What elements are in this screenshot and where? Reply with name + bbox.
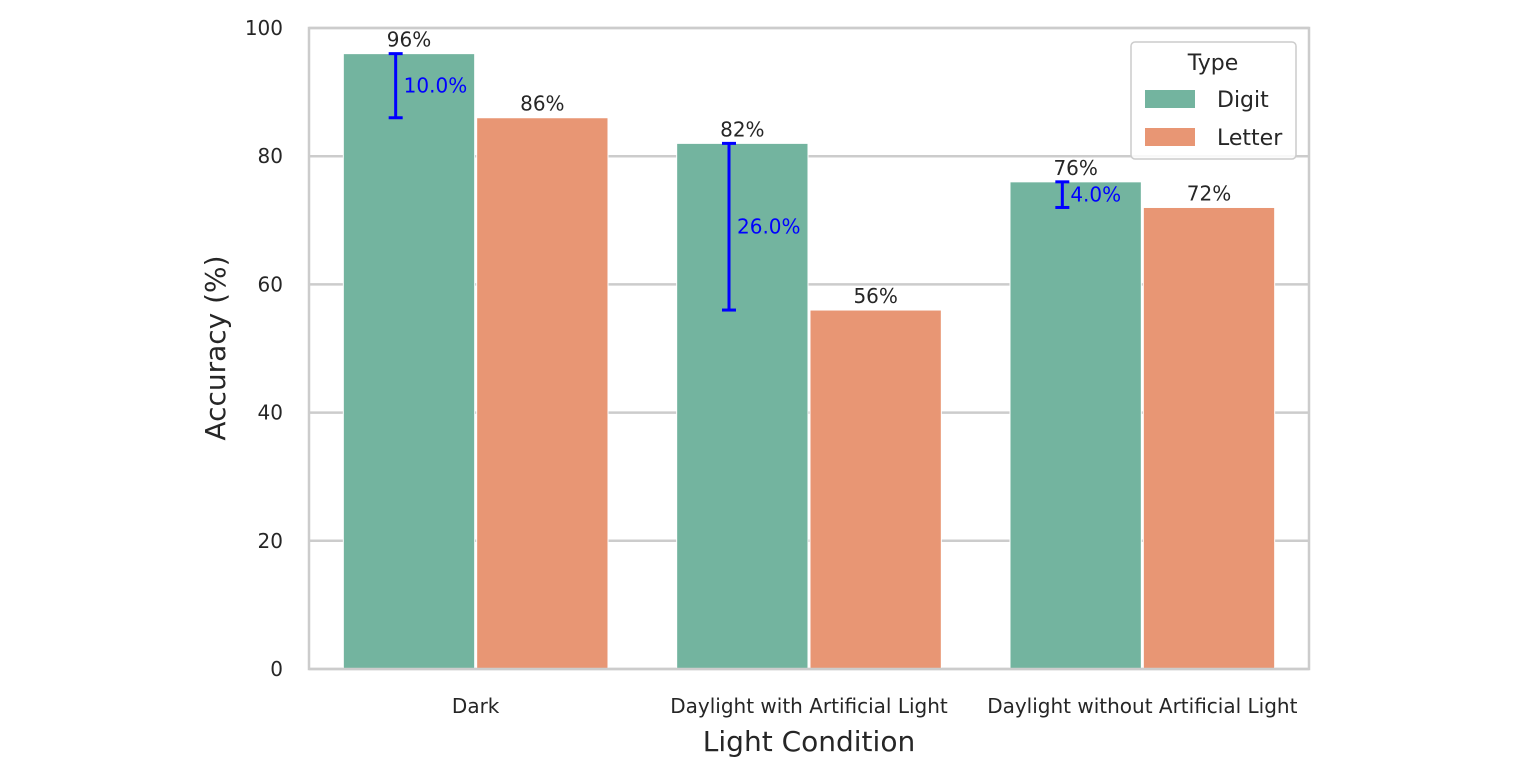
difference-label: 4.0%: [1070, 183, 1121, 207]
legend-swatch-digit: [1145, 90, 1195, 108]
legend-label-digit: Digit: [1217, 88, 1269, 113]
x-tick-label: Dark: [452, 694, 500, 718]
y-tick-label: 40: [258, 401, 283, 425]
y-tick-label: 0: [270, 657, 283, 681]
difference-label: 10.0%: [404, 74, 468, 98]
plot-frame: [307, 26, 1311, 671]
bar-value-label: 76%: [1053, 156, 1097, 180]
bar-letter: [476, 117, 609, 670]
bar-digit: [676, 142, 809, 670]
y-axis-title: Accuracy (%): [199, 255, 232, 440]
bar-letter: [809, 309, 942, 670]
bars: [342, 53, 1276, 670]
y-tick-label: 100: [245, 16, 283, 40]
x-axis-title: Light Condition: [703, 725, 915, 758]
legend-label-letter: Letter: [1217, 126, 1283, 151]
y-tick-label: 20: [258, 529, 283, 553]
legend-title: Type: [1187, 51, 1239, 76]
difference-markers: 10.0% 26.0% 4.0%: [388, 52, 1121, 312]
x-tick-label: Daylight without Artificial Light: [987, 694, 1297, 718]
y-tick-label: 60: [258, 272, 283, 296]
axis-ticks: 0 20 40 60 80 100 Dark Daylight with Artificial…: [245, 16, 1298, 718]
bar-value-label: 72%: [1187, 181, 1231, 205]
bar-digit: [1009, 181, 1142, 670]
legend: Type Digit Letter: [1130, 41, 1297, 160]
bar-value-label: 82%: [720, 117, 764, 141]
bar-digit: [342, 53, 476, 670]
bar-value-label: 96%: [387, 28, 431, 52]
difference-label: 26.0%: [737, 215, 801, 239]
y-tick-label: 80: [258, 144, 283, 168]
x-tick-label: Daylight with Artificial Light: [670, 694, 948, 718]
bar-value-label: 86%: [520, 92, 564, 116]
bar-labels: 96% 86% 82% 56% 76% 72%: [387, 28, 1231, 308]
bar-value-label: 56%: [853, 284, 897, 308]
legend-swatch-letter: [1145, 128, 1195, 146]
bar-letter: [1142, 206, 1276, 670]
